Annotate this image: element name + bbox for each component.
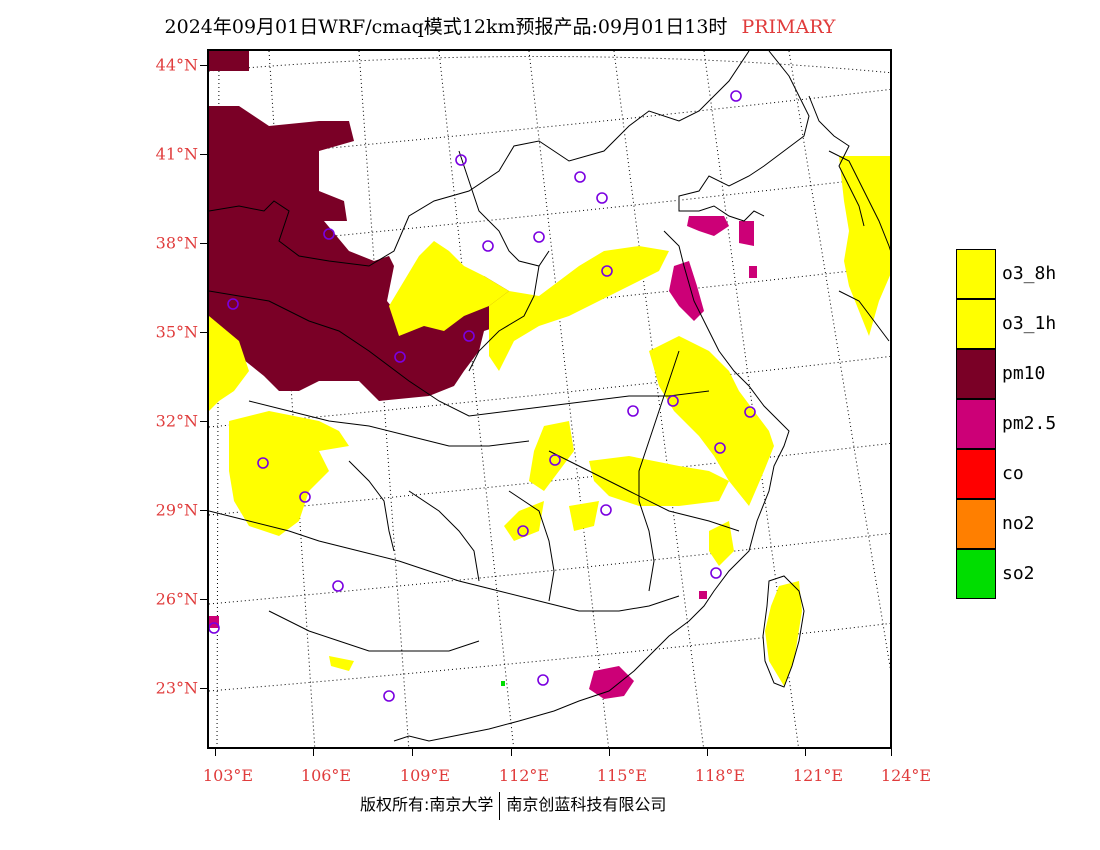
title-tag: PRIMARY <box>741 16 836 38</box>
lat-tick <box>200 154 207 155</box>
legend-swatch <box>956 299 996 349</box>
boundaries <box>209 51 890 742</box>
lat-tick <box>200 421 207 422</box>
legend-label: o3_8h <box>1002 263 1057 284</box>
pm10-region <box>209 106 514 401</box>
lon-tick <box>511 749 512 756</box>
lat-tick <box>200 332 207 333</box>
lat-tick <box>200 510 207 511</box>
footer-separator <box>499 791 501 820</box>
legend: o3_8h o3_1h pm10 pm2.5 co no2 so2 <box>956 249 1086 599</box>
lon-label-109: 109°E <box>399 766 451 785</box>
lon-tick <box>609 749 610 756</box>
copyright-footer: 版权所有:南京大学 南京创蓝科技有限公司 <box>360 791 666 820</box>
map-canvas <box>209 51 890 747</box>
lon-label-121: 121°E <box>792 766 844 785</box>
legend-item-co: co <box>956 449 1086 499</box>
footer-left: 版权所有:南京大学 <box>360 795 494 814</box>
so2-spot <box>501 681 505 686</box>
lat-tick <box>200 65 207 66</box>
lat-label-35: 35°N <box>155 322 198 342</box>
legend-item-pm25: pm2.5 <box>956 399 1086 449</box>
lon-tick <box>891 749 892 756</box>
lon-tick <box>215 749 216 756</box>
map-frame[interactable] <box>207 49 892 749</box>
lat-label-44: 44°N <box>155 55 198 75</box>
footer-right: 南京创蓝科技有限公司 <box>506 795 667 814</box>
legend-item-no2: no2 <box>956 499 1086 549</box>
legend-label: o3_1h <box>1002 313 1057 334</box>
lon-tick <box>412 749 413 756</box>
legend-swatch <box>956 549 996 599</box>
map-title: 2024年09月01日WRF/cmaq模式12km预报产品:09月01日13时 P… <box>0 12 1000 39</box>
legend-label: pm10 <box>1002 363 1046 384</box>
lon-label-106: 106°E <box>300 766 352 785</box>
legend-item-pm10: pm10 <box>956 349 1086 399</box>
legend-swatch <box>956 249 996 299</box>
lat-label-38: 38°N <box>155 233 198 253</box>
legend-swatch <box>956 349 996 399</box>
legend-swatch <box>956 449 996 499</box>
legend-swatch <box>956 399 996 449</box>
legend-label: pm2.5 <box>1002 413 1057 434</box>
lon-tick <box>805 749 806 756</box>
lon-label-112: 112°E <box>498 766 550 785</box>
legend-item-o31h: o3_1h <box>956 299 1086 349</box>
pm25-regions <box>209 216 757 699</box>
o3-regions <box>209 156 890 686</box>
legend-label: no2 <box>1002 513 1035 534</box>
title-main: 2024年09月01日WRF/cmaq模式12km预报产品:09月01日13时 <box>164 16 728 38</box>
legend-item-o38h: o3_8h <box>956 249 1086 299</box>
station-markers <box>209 90 756 702</box>
pm10-patch-north <box>209 51 249 71</box>
lat-label-26: 26°N <box>155 589 198 609</box>
legend-item-so2: so2 <box>956 549 1086 599</box>
lat-tick <box>200 243 207 244</box>
lat-label-41: 41°N <box>155 144 198 164</box>
legend-label: so2 <box>1002 563 1035 584</box>
lat-label-29: 29°N <box>155 500 198 520</box>
lon-label-124: 124°E <box>880 766 932 785</box>
legend-label: co <box>1002 463 1024 484</box>
lon-label-115: 115°E <box>596 766 648 785</box>
lon-tick <box>707 749 708 756</box>
lat-label-32: 32°N <box>155 411 198 431</box>
lon-label-103: 103°E <box>202 766 254 785</box>
lon-label-118: 118°E <box>694 766 746 785</box>
lat-label-23: 23°N <box>155 678 198 698</box>
legend-swatch <box>956 499 996 549</box>
lat-tick <box>200 599 207 600</box>
lon-tick <box>313 749 314 756</box>
lat-tick <box>200 688 207 689</box>
